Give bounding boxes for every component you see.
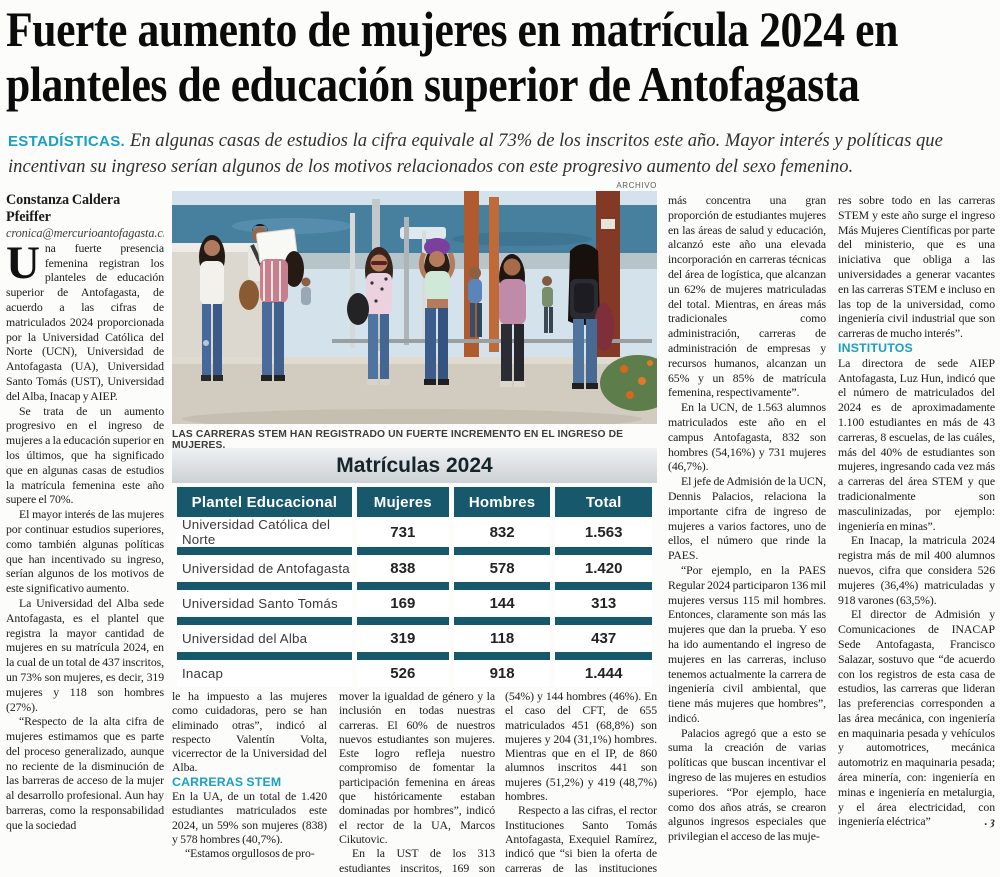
photo-caption: LAS CARRERAS STEM HAN REGISTRADO UN FUER…	[172, 429, 624, 451]
article-column-6: res sobre todo en las carreras STEM y es…	[838, 193, 995, 875]
article-paragraph: Respecto a las cifras, el rector Institu…	[505, 803, 657, 875]
deck-text: En algunas casas de estudios la cifra eq…	[8, 130, 943, 177]
table-cell: 144	[453, 590, 551, 617]
table-separator	[177, 582, 652, 590]
table-cell: 526	[356, 660, 449, 687]
article-column-3: mover la igualdad de género y la inclusi…	[339, 689, 495, 875]
table-row: Universidad del Alba 319 118 437	[177, 625, 652, 652]
article-photo	[172, 191, 657, 424]
byline-email: cronica@mercurioantofagasta.cl	[6, 226, 164, 240]
student-figure	[199, 235, 225, 381]
headline-line-1: Fuerte aumento de mujeres en matrícula 2…	[6, 1, 898, 57]
section-kicker: ESTADÍSTICAS.	[8, 133, 125, 150]
deck: ESTADÍSTICAS. En algunas casas de estudio…	[8, 129, 986, 179]
table-cell: 437	[555, 625, 652, 652]
table-cell: 319	[356, 625, 449, 652]
photo-illustration	[172, 191, 657, 424]
article-paragraph: La directora de sede AIEP Antofagasta, L…	[838, 355, 995, 533]
article-paragraph: más concentra una gran proporción de est…	[668, 193, 826, 400]
student-figure	[499, 254, 526, 387]
article-column-1: Constanza Caldera Pfeiffer cronica@mercu…	[6, 192, 164, 873]
table-cell: 313	[555, 590, 652, 617]
table-row: Inacap 526 918 1.444	[177, 660, 652, 687]
article-paragraph: “Respecto de la alta cifra de mujeres es…	[6, 714, 164, 832]
article-paragraph: El jefe de Admisión de la UCN, Dennis Pa…	[668, 474, 826, 563]
table-cell: 731	[356, 517, 449, 547]
table-cell: 1.420	[555, 555, 652, 582]
photo-credit: ARCHIVO	[616, 181, 657, 190]
table-cell: Inacap	[177, 660, 352, 687]
student-figure	[418, 238, 456, 385]
article-paragraph: Palacios agregó que a esto se suma la cr…	[668, 725, 826, 844]
table-cell: 832	[453, 517, 551, 547]
table-cell: Universidad Santo Tomás	[177, 590, 352, 617]
table-cell: Universidad de Antofagasta	[177, 555, 352, 582]
article-paragraph: (54%) y 144 hombres (46%). En el caso de…	[505, 689, 657, 804]
table-cell: Universidad Católica del Norte	[177, 517, 352, 547]
byline-author: Constanza Caldera Pfeiffer	[6, 192, 121, 225]
article-paragraph: mover la igualdad de género y la inclusi…	[339, 689, 495, 846]
article-paragraph: Se trata de un aumento progresivo en el …	[6, 403, 164, 507]
student-figure-notebook	[239, 228, 304, 381]
table-header-row: Plantel Educacional Mujeres Hombres Tota…	[177, 487, 652, 517]
table-title: Matrículas 2024	[172, 448, 657, 483]
article-column-2: le ha impuesto a las mujeres como cuidad…	[172, 689, 327, 875]
article-paragraph: El mayor interés de las mujeres por cont…	[6, 507, 164, 596]
subhead-carreras-stem: CARRERAS STEM	[172, 774, 282, 789]
table-separator	[177, 652, 652, 660]
article-paragraph: le ha impuesto a las mujeres como cuidad…	[172, 689, 327, 775]
subhead-institutos: INSTITUTOS	[838, 340, 913, 355]
table-header-cell: Hombres	[453, 487, 551, 517]
table-header-cell: Plantel Educacional	[177, 487, 352, 517]
table-header-cell: Mujeres	[356, 487, 449, 517]
article-paragraph: El director de Admisión y Comunicaciones…	[838, 607, 995, 829]
plants	[600, 355, 657, 411]
student-figure	[347, 247, 393, 385]
table-cell: 1.444	[555, 660, 652, 687]
drop-cap: U	[6, 236, 40, 289]
table-header-cell: Total	[555, 487, 652, 517]
article-end-mark: . ȝ	[984, 814, 995, 829]
table-cell: 838	[356, 555, 449, 582]
table-cell: 118	[453, 625, 551, 652]
enrollment-table: Matrículas 2024 Plantel Educacional Muje…	[172, 448, 657, 687]
table-separator	[177, 547, 652, 555]
article-paragraph: res sobre todo en las carreras STEM y es…	[838, 193, 995, 341]
table-row: Universidad Santo Tomás 169 144 313	[177, 590, 652, 617]
article-paragraph: En la UST de los 313 estudiantes inscrit…	[339, 846, 495, 875]
article-column-5: más concentra una gran proporción de est…	[668, 193, 826, 875]
page-title: Fuerte aumento de mujeres en matrícula 2…	[6, 2, 998, 112]
student-figure-back	[568, 244, 614, 389]
table-cell: 1.563	[555, 517, 652, 547]
table-cell: Universidad del Alba	[177, 625, 352, 652]
table-row: Universidad Católica del Norte 731 832 1…	[177, 517, 652, 547]
article-paragraph: “Por ejemplo, en la PAES Regular 2024 pa…	[668, 562, 826, 725]
background-pedestrians	[301, 267, 553, 337]
table-separator	[177, 617, 652, 625]
table-cell: 918	[453, 660, 551, 687]
article-paragraph: En la UA, de un total de 1.420 estudiant…	[172, 789, 327, 846]
table-cell: 169	[356, 590, 449, 617]
article-paragraph: La Universidad del Alba sede Antofagasta…	[6, 595, 164, 714]
article-column-4: (54%) y 144 hombres (46%). En el caso de…	[505, 689, 657, 875]
headline-line-2: planteles de educación superior de Antof…	[6, 56, 860, 112]
article-paragraph: En la UCN, de 1.563 alumnos matriculados…	[668, 400, 826, 474]
article-paragraph: “Estamos orgullosos de pro-	[185, 846, 315, 861]
table-row: Universidad de Antofagasta 838 578 1.420	[177, 555, 652, 582]
table-cell: 578	[453, 555, 551, 582]
article-paragraph: En Inacap, la matricula 2024 registra má…	[838, 533, 995, 607]
